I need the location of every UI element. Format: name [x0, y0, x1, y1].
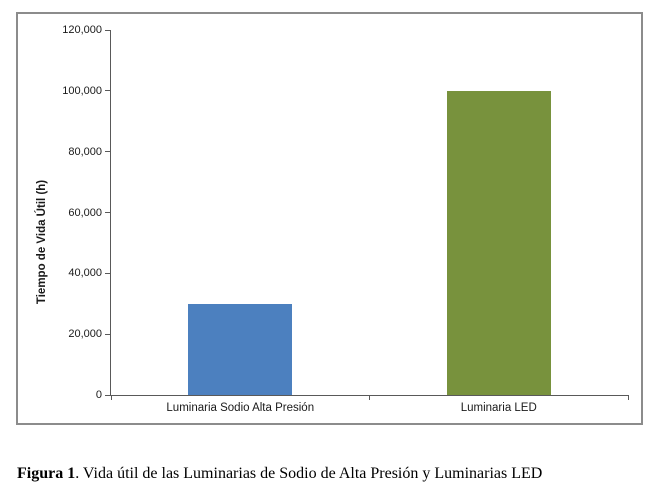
x-tick-mark — [110, 395, 112, 400]
y-axis-title: Tiempo de Vida Útil (h) — [36, 179, 48, 305]
figure-caption-text: . Vida útil de las Luminarias de Sodio d… — [75, 465, 543, 482]
y-tick-label: 60,000 — [68, 206, 102, 219]
plot-area: 0 20,000 40,000 60,000 80,000 100,000 120,000 L… — [62, 24, 629, 414]
x-category-label: Luminaria LED — [460, 402, 537, 414]
y-tick-mark — [105, 212, 111, 213]
y-tick-label: 40,000 — [68, 267, 102, 280]
bar-2 — [446, 90, 551, 395]
y-tick-mark — [105, 90, 111, 92]
figure-caption: Figura 1. Vida útil de las Luminarias de… — [17, 465, 542, 483]
y-tick-label: 80,000 — [68, 145, 102, 158]
y-tick-mark — [105, 151, 111, 153]
y-tick-mark — [105, 333, 111, 335]
figure-caption-label: Figura 1 — [17, 465, 76, 482]
x-category-label: Luminaria Sodio Alta Presión — [166, 402, 315, 414]
y-tick-label: 100,000 — [62, 84, 102, 97]
y-tick-label: 0 — [95, 389, 102, 401]
y-tick-mark — [105, 272, 111, 274]
y-tick-mark — [105, 394, 111, 396]
bar-1 — [188, 303, 293, 395]
y-tick-label: 20,000 — [68, 328, 102, 341]
y-tick-label: 120,000 — [62, 24, 102, 36]
x-tick-mark — [627, 395, 629, 400]
x-tick-mark — [369, 395, 370, 400]
chart-frame: Tiempo de Vida Útil (h) 0 20,000 40,000 60,… — [16, 12, 643, 425]
y-tick-mark — [105, 29, 111, 31]
